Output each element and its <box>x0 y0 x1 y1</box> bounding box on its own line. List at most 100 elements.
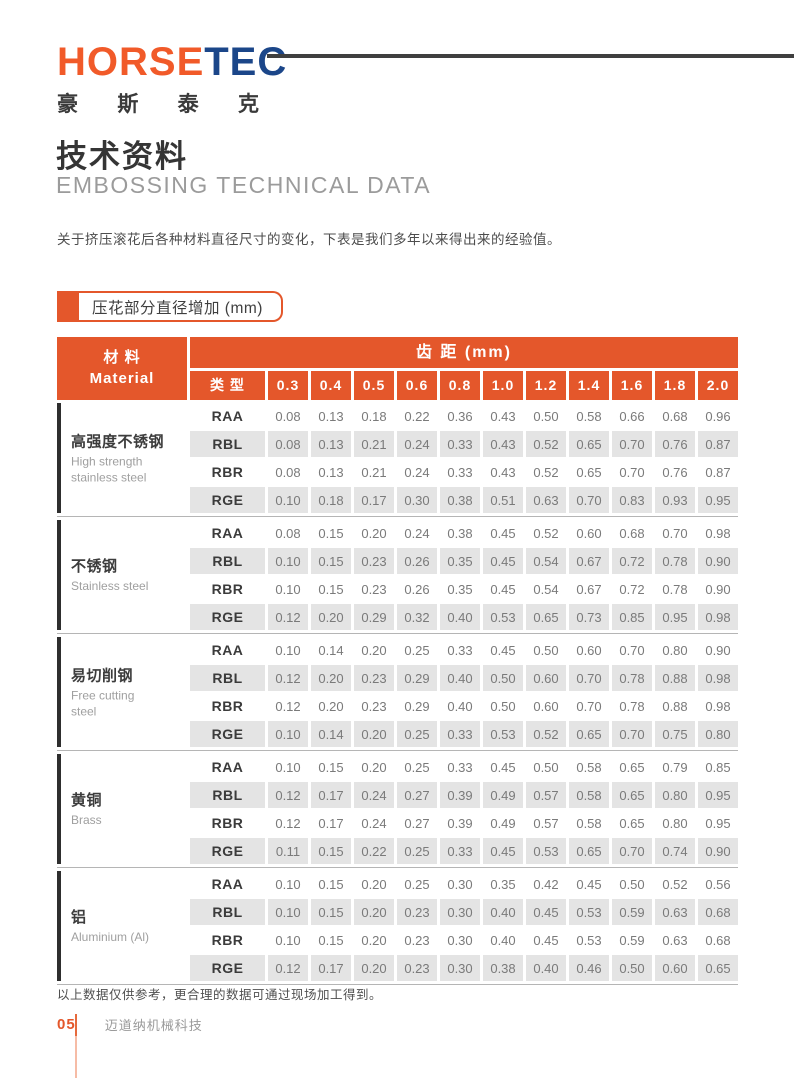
value-cell: 0.30 <box>447 932 473 948</box>
value-cell: 0.57 <box>526 782 566 808</box>
value-cell: 0.60 <box>533 698 559 714</box>
material-spacer-cell <box>57 721 187 747</box>
value-cell: 0.32 <box>397 604 437 630</box>
value-cell: 0.68 <box>698 899 738 925</box>
label-square-marker <box>57 291 79 322</box>
value-cell: 0.54 <box>526 548 566 574</box>
value-cell: 0.53 <box>526 838 566 864</box>
value-cell: 0.66 <box>619 408 645 424</box>
value-cell: 0.42 <box>533 876 559 892</box>
page-footer: 05 迈道纳机械科技 <box>57 1015 203 1034</box>
value-cell: 0.68 <box>705 932 731 948</box>
value-cell: 0.70 <box>619 642 645 658</box>
value-cell: 0.20 <box>361 525 387 541</box>
table-row: RAA 0.08 0.13 0.18 0.22 0.36 0.43 0.50 0.58 0.66 0… <box>57 403 738 429</box>
value-cell: 0.43 <box>490 408 516 424</box>
value-cell: 0.15 <box>311 838 351 864</box>
value-cell: 0.52 <box>533 464 559 480</box>
type-cell: RAA <box>211 876 244 892</box>
value-cell: 0.70 <box>612 721 652 747</box>
value-cell: 0.70 <box>612 838 652 864</box>
table-row: RGE 0.10 0.14 0.20 0.25 0.33 0.53 0.52 0.65 0.70 0… <box>57 721 738 747</box>
value-cell: 0.52 <box>533 525 559 541</box>
value-cell: 0.18 <box>361 408 387 424</box>
value-cell: 0.70 <box>612 431 652 457</box>
value-cell: 0.60 <box>576 525 602 541</box>
value-cell: 0.35 <box>490 876 516 892</box>
value-cell: 0.58 <box>576 759 602 775</box>
value-cell: 0.20 <box>361 759 387 775</box>
value-cell: 0.60 <box>526 665 566 691</box>
value-cell: 0.90 <box>698 838 738 864</box>
value-cell: 0.26 <box>397 548 437 574</box>
footer-divider-line <box>75 1014 77 1078</box>
material-spacer-cell <box>57 955 187 981</box>
value-cell: 0.12 <box>268 604 308 630</box>
value-cell: 0.98 <box>705 525 731 541</box>
value-cell: 0.78 <box>612 665 652 691</box>
material-name-en: Brass <box>71 813 102 828</box>
company-logo: HORSETEC 豪 斯 泰 克 <box>57 42 287 118</box>
value-cell: 0.20 <box>361 876 387 892</box>
value-cell: 0.12 <box>275 698 301 714</box>
value-cell: 0.22 <box>404 408 430 424</box>
value-cell: 0.40 <box>440 604 480 630</box>
type-cell: RBL <box>190 431 265 457</box>
value-cell: 0.08 <box>275 408 301 424</box>
value-cell: 0.24 <box>397 431 437 457</box>
value-cell: 0.54 <box>533 581 559 597</box>
value-cell: 0.15 <box>318 581 344 597</box>
pitch-header-cell: 0.5 <box>354 371 394 400</box>
materials-table-body: 高强度不锈钢 High strength stainless steel RAA 0.… <box>57 400 738 985</box>
material-block: 易切削钢 Free cutting steel RAA 0.10 0.14 0.20 0.2… <box>57 634 738 751</box>
value-cell: 0.59 <box>619 932 645 948</box>
page-number: 05 <box>57 1016 76 1033</box>
value-cell: 0.56 <box>705 876 731 892</box>
value-cell: 0.90 <box>705 581 731 597</box>
value-cell: 0.50 <box>533 408 559 424</box>
material-label: 易切削钢 Free cutting steel <box>71 664 183 719</box>
value-cell: 0.13 <box>311 431 351 457</box>
material-block: 不锈钢 Stainless steel RAA 0.08 0.15 0.20 0.24 0.3… <box>57 517 738 634</box>
logo-text-tec: TEC <box>204 40 288 84</box>
value-cell: 0.65 <box>698 955 738 981</box>
logo-wordmark: HORSETEC <box>57 42 287 82</box>
value-cell: 0.98 <box>698 665 738 691</box>
value-cell: 0.15 <box>311 899 351 925</box>
table-row: RBL 0.12 0.20 0.23 0.29 0.40 0.50 0.60 0.70 0.78 0… <box>57 665 738 691</box>
value-cell: 0.23 <box>361 698 387 714</box>
value-cell: 0.30 <box>397 487 437 513</box>
type-cell: RGE <box>190 955 265 981</box>
section-label: 压花部分直径增加 (mm) <box>57 291 283 322</box>
value-cell: 0.80 <box>662 642 688 658</box>
table-row: RAA 0.10 0.15 0.20 0.25 0.33 0.45 0.50 0.58 0.65 0… <box>57 754 738 780</box>
type-cell: RGE <box>190 721 265 747</box>
pitch-group-header: 齿 距 (mm) <box>190 337 738 368</box>
value-cell: 0.80 <box>655 782 695 808</box>
value-cell: 0.40 <box>447 698 473 714</box>
value-cell: 0.85 <box>705 759 731 775</box>
value-cell: 0.72 <box>612 548 652 574</box>
value-cell: 0.08 <box>275 464 301 480</box>
value-cell: 0.70 <box>576 698 602 714</box>
value-cell: 0.33 <box>440 721 480 747</box>
table-row: RBR 0.12 0.17 0.24 0.27 0.39 0.49 0.57 0.58 0.65 0… <box>57 810 738 836</box>
type-cell: RGE <box>190 838 265 864</box>
table-row: RAA 0.10 0.14 0.20 0.25 0.33 0.45 0.50 0.60 0.70 0… <box>57 637 738 663</box>
section-label-text: 压花部分直径增加 (mm) <box>79 291 283 322</box>
value-cell: 0.23 <box>397 899 437 925</box>
value-cell: 0.21 <box>354 431 394 457</box>
material-name-en: Free cutting steel <box>71 688 135 718</box>
value-cell: 0.27 <box>404 815 430 831</box>
value-cell: 0.65 <box>619 815 645 831</box>
value-cell: 0.20 <box>354 955 394 981</box>
company-name: 迈道纳机械科技 <box>104 1018 203 1033</box>
footnote-text: 以上数据仅供参考，更合理的数据可通过现场加工得到。 <box>57 988 383 1002</box>
material-name-cn: 易切削钢 <box>71 667 134 685</box>
type-cell: RBR <box>211 932 244 948</box>
value-cell: 0.68 <box>662 408 688 424</box>
type-cell: RBL <box>190 548 265 574</box>
value-cell: 0.10 <box>268 721 308 747</box>
value-cell: 0.95 <box>698 487 738 513</box>
value-cell: 0.70 <box>662 525 688 541</box>
